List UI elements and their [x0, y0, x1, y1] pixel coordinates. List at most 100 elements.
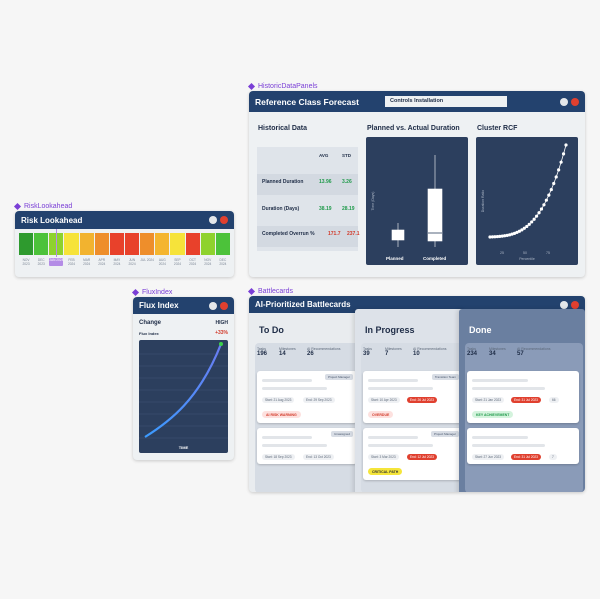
col-std: STD [342, 152, 351, 158]
status-badge: AI RISK WARNING [262, 411, 301, 418]
cluster-point [522, 226, 526, 230]
minimize-icon[interactable] [209, 301, 217, 310]
risk-month-cell[interactable] [155, 233, 170, 255]
start-date: Start: 18 Sep 2023 [262, 454, 295, 460]
cluster-point [554, 175, 558, 179]
risk-month-label: OCT 2024 [189, 258, 197, 266]
risk-titlebar: Risk Lookahead [15, 211, 234, 229]
cluster-point [561, 152, 566, 156]
start-date: Start: 3 Mar 2023 [368, 454, 399, 460]
stat-value: 10 [413, 351, 420, 357]
cluster-point [508, 233, 512, 237]
cluster-point [557, 168, 561, 172]
risk-month-label: SEP 2024 [173, 258, 182, 266]
stat-label: AI Recommendations [413, 347, 447, 351]
battlecard[interactable]: Start: 27 Jun 2023 End: 31 Jul 2023 7 [467, 428, 579, 464]
battlecard[interactable]: Project Manager Start: 3 Mar 2023 End: 12… [363, 428, 463, 480]
risk-month-cell[interactable] [170, 233, 185, 255]
cluster-point [498, 234, 502, 238]
risk-month-label: NOV 2024 [204, 258, 212, 266]
flux-endpoint [219, 342, 223, 346]
end-date: End: 29 Sep 2023 [303, 397, 335, 403]
stat-label: Tasks [257, 347, 266, 351]
risk-month-label: APR 2024 [98, 258, 106, 266]
box-plot: Time (Days) Planned Completed [366, 137, 468, 265]
component-icon [247, 287, 256, 296]
cluster-point [542, 203, 546, 207]
risk-month-cell[interactable] [49, 229, 64, 257]
start-date: Start: 21 Aug 2023 [262, 397, 295, 403]
flux-sub-label: Flux Index [139, 331, 159, 336]
end-date: End: 31 Jul 2023 [511, 397, 541, 403]
component-icon [247, 82, 256, 91]
stat-value: 39 [363, 351, 370, 357]
box-cat-completed: Completed [423, 256, 447, 261]
assignee-tag[interactable]: Project Manager [324, 374, 353, 380]
cluster-point [505, 233, 509, 237]
risk-month-cell[interactable] [140, 233, 155, 255]
close-icon[interactable] [220, 216, 228, 224]
stat-value: 57 [517, 351, 524, 357]
stat-label: Milestones [279, 347, 296, 351]
cluster-point [512, 231, 517, 235]
flux-curve [144, 343, 223, 438]
risk-month-label: FEB 2024 [67, 258, 76, 266]
close-icon[interactable] [571, 97, 579, 106]
risk-month-labels: NOV 2023 DEC 2023 JAN 2024 FEB 2024 MAR 2024… [15, 258, 234, 266]
cluster-point [500, 234, 504, 238]
stat-label: Tasks [467, 347, 476, 351]
battlecard[interactable]: Project Manager Start: 21 Aug 2023 End: 2… [257, 371, 357, 423]
risk-month-cell[interactable] [94, 233, 109, 255]
risk-month-cell[interactable] [19, 233, 34, 255]
flux-index-panel: Flux Index Change HIGH Flux Index +33% T… [133, 297, 234, 460]
battlecards-titlebar: AI-Prioritized Battlecards [249, 296, 585, 313]
risk-month-label: NOV 2023 [22, 258, 30, 266]
cluster-x-label: Percentile [519, 257, 535, 261]
assignee-tag[interactable]: Unassigned [331, 431, 353, 437]
component-icon [131, 288, 140, 297]
minimize-icon[interactable] [560, 300, 568, 309]
cluster-point [552, 181, 556, 186]
stat-value: 34 [489, 351, 496, 357]
cluster-point [564, 143, 568, 147]
close-icon[interactable] [220, 301, 228, 310]
frame-label-battlecards: Battlecards [247, 287, 293, 296]
historic-table: AVG STD Planned Duration 13.96 3.26 Dura… [257, 147, 360, 251]
stat-value: 14 [279, 351, 286, 357]
close-icon[interactable] [571, 300, 579, 309]
cluster-point [537, 211, 541, 215]
assignee-tag[interactable]: Project Manager [430, 431, 459, 437]
risk-month-cell[interactable] [109, 233, 124, 255]
historic-titlebar: Reference Class Forecast Controls Instal… [249, 91, 585, 112]
battlecard[interactable]: Start: 21 Jan 2023 End: 31 Jul 2023 66 KEY… [467, 371, 579, 423]
risk-heat-row [15, 229, 234, 257]
flux-title: Flux Index [139, 301, 179, 310]
risk-month-cell[interactable] [34, 233, 49, 255]
battlecard[interactable]: Transition Team Start: 10 Apr 2023 End: 2… [363, 371, 463, 423]
stat-value: 26 [307, 351, 314, 357]
battlecard[interactable]: Unassigned Start: 18 Sep 2023 End: 13 Oct… [257, 428, 357, 464]
cluster-point [539, 207, 544, 211]
risk-month-label: DEC 2024 [219, 258, 227, 266]
risk-month-cell[interactable] [64, 233, 79, 255]
cluster-title: Cluster RCF [477, 125, 518, 132]
minimize-icon[interactable] [209, 216, 217, 224]
cluster-point [495, 234, 499, 239]
stat-value: 7 [385, 351, 389, 357]
risk-month-cell[interactable] [215, 233, 230, 255]
risk-lookahead-panel: Risk Lookahead NOV 2023 DEC 2023 JAN 2024 F… [15, 211, 234, 277]
battlecards-panel: AI-Prioritized Battlecards To Do Tasks 19… [249, 296, 585, 492]
assignee-tag[interactable]: Transition Team [431, 374, 459, 380]
status-badge: CRITICAL PATH [368, 468, 403, 475]
category-dropdown[interactable]: Controls Installation [385, 96, 507, 107]
risk-month-cell[interactable] [185, 233, 200, 255]
end-date: End: 26 Jul 2023 [407, 397, 437, 403]
cluster-tick-75: 75 [546, 251, 550, 255]
stat-label: Tasks [363, 347, 372, 351]
box-plot-y-label: Time (Days) [371, 192, 375, 211]
category-dropdown-value: Controls Installation [390, 98, 444, 104]
risk-month-cell[interactable] [79, 233, 94, 255]
risk-month-cell[interactable] [200, 233, 215, 255]
minimize-icon[interactable] [560, 97, 568, 106]
risk-month-cell[interactable] [124, 233, 140, 255]
